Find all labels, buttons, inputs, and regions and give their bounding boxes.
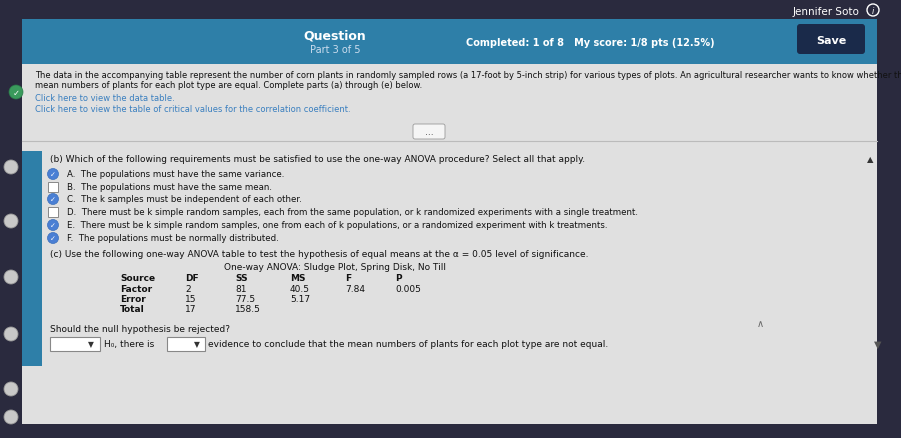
Circle shape [48, 233, 59, 244]
Text: 17: 17 [185, 305, 196, 314]
Text: ...: ... [424, 128, 433, 137]
Text: (b) Which of the following requirements must be satisfied to use the one-way ANO: (b) Which of the following requirements … [50, 155, 585, 164]
Circle shape [4, 161, 18, 175]
Text: P: P [395, 274, 402, 283]
Text: ✓: ✓ [50, 197, 56, 202]
Text: F: F [345, 274, 351, 283]
Text: MS: MS [290, 274, 305, 283]
Text: Factor: Factor [120, 285, 152, 294]
Text: 81: 81 [235, 285, 247, 294]
Text: D.  There must be k simple random samples, each from the same population, or k r: D. There must be k simple random samples… [67, 208, 638, 217]
Text: ▼: ▼ [194, 340, 200, 349]
Circle shape [4, 270, 18, 284]
Circle shape [4, 215, 18, 229]
Text: Source: Source [120, 274, 155, 283]
Circle shape [4, 382, 18, 396]
FancyBboxPatch shape [413, 125, 445, 140]
Text: H₀, there is: H₀, there is [104, 340, 154, 349]
FancyBboxPatch shape [797, 25, 865, 55]
Text: 2: 2 [185, 285, 191, 294]
Text: 0.005: 0.005 [395, 285, 421, 294]
Text: Click here to view the data table.: Click here to view the data table. [35, 94, 175, 103]
Bar [22, 152, 42, 366]
Circle shape [48, 169, 59, 180]
Text: (c) Use the following one-way ANOVA table to test the hypothesis of equal means : (c) Use the following one-way ANOVA tabl… [50, 250, 588, 259]
Text: ✓: ✓ [50, 236, 56, 241]
Text: Part 3 of 5: Part 3 of 5 [310, 45, 360, 55]
Text: One-way ANOVA: Sludge Plot, Spring Disk, No Till: One-way ANOVA: Sludge Plot, Spring Disk,… [224, 263, 446, 272]
Text: ∧: ∧ [757, 318, 763, 328]
Text: Total: Total [120, 305, 145, 314]
Bar [48, 208, 58, 218]
Text: ▼: ▼ [88, 340, 94, 349]
Circle shape [9, 86, 23, 100]
Text: 5.17: 5.17 [290, 295, 310, 304]
Bar [22, 20, 877, 65]
Text: Error: Error [120, 295, 146, 304]
Text: 158.5: 158.5 [235, 305, 261, 314]
Text: i: i [872, 7, 874, 15]
Text: 77.5: 77.5 [235, 295, 255, 304]
Text: Click here to view the table of critical values for the correlation coefficient.: Click here to view the table of critical… [35, 105, 350, 114]
Text: Save: Save [816, 36, 846, 46]
Text: B.  The populations must have the same mean.: B. The populations must have the same me… [67, 183, 272, 192]
Text: mean numbers of plants for each plot type are equal. Complete parts (a) through : mean numbers of plants for each plot typ… [35, 80, 423, 89]
Text: 40.5: 40.5 [290, 285, 310, 294]
Circle shape [4, 327, 18, 341]
Text: Completed: 1 of 8   My score: 1/8 pts (12.5%): Completed: 1 of 8 My score: 1/8 pts (12.… [466, 38, 714, 48]
Text: DF: DF [185, 274, 198, 283]
Text: C.  The k samples must be independent of each other.: C. The k samples must be independent of … [67, 195, 302, 204]
Text: A.  The populations must have the same variance.: A. The populations must have the same va… [67, 170, 285, 179]
Circle shape [48, 220, 59, 231]
Text: 7.84: 7.84 [345, 285, 365, 294]
Text: ✓: ✓ [50, 223, 56, 229]
Text: SS: SS [235, 274, 248, 283]
Text: ✓: ✓ [13, 88, 20, 97]
Text: Jennifer Soto: Jennifer Soto [793, 7, 860, 17]
Text: The data in the accompanying table represent the number of corn plants in random: The data in the accompanying table repre… [35, 71, 901, 79]
Circle shape [48, 194, 59, 205]
Text: E.  There must be k simple random samples, one from each of k populations, or a : E. There must be k simple random samples… [67, 221, 607, 230]
Bar [48, 183, 58, 193]
Text: Should the null hypothesis be rejected?: Should the null hypothesis be rejected? [50, 325, 230, 334]
Text: Question: Question [304, 29, 367, 42]
Text: F.  The populations must be normally distributed.: F. The populations must be normally dist… [67, 234, 278, 243]
Text: evidence to conclude that the mean numbers of plants for each plot type are not : evidence to conclude that the mean numbe… [208, 340, 608, 349]
Text: ▼: ▼ [874, 339, 882, 349]
FancyBboxPatch shape [167, 337, 205, 351]
Circle shape [4, 410, 18, 424]
FancyBboxPatch shape [50, 337, 100, 351]
Text: ▲: ▲ [867, 155, 873, 164]
Text: ✓: ✓ [50, 172, 56, 177]
Text: 15: 15 [185, 295, 196, 304]
